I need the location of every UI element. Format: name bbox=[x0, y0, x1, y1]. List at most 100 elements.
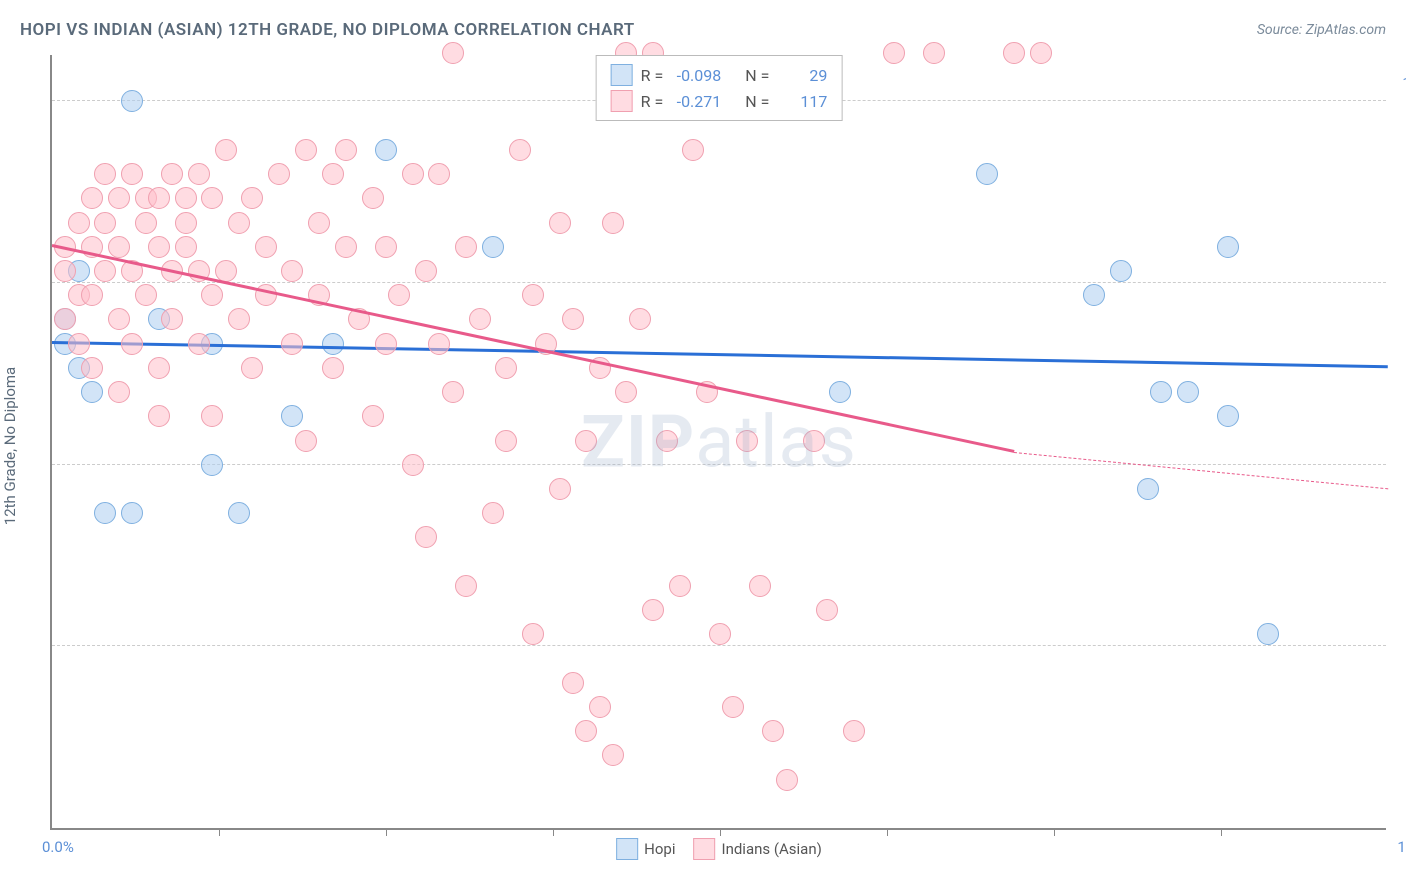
legend-swatch bbox=[693, 838, 715, 860]
scatter-point bbox=[175, 236, 197, 258]
gridline bbox=[52, 464, 1386, 465]
x-tick bbox=[720, 828, 721, 836]
scatter-point bbox=[1110, 260, 1132, 282]
scatter-point bbox=[522, 284, 544, 306]
scatter-point bbox=[375, 236, 397, 258]
x-tick bbox=[219, 828, 220, 836]
scatter-point bbox=[1137, 478, 1159, 500]
scatter-point bbox=[375, 139, 397, 161]
scatter-point bbox=[255, 236, 277, 258]
r-label: R = bbox=[641, 92, 664, 111]
scatter-point bbox=[94, 260, 116, 282]
scatter-point bbox=[335, 139, 357, 161]
legend-row: R =-0.271 N =117 bbox=[611, 88, 828, 114]
scatter-point bbox=[615, 381, 637, 403]
scatter-point bbox=[1257, 623, 1279, 645]
scatter-point bbox=[442, 42, 464, 64]
scatter-point bbox=[135, 284, 157, 306]
scatter-point bbox=[175, 187, 197, 209]
scatter-point bbox=[121, 502, 143, 524]
scatter-point bbox=[816, 599, 838, 621]
scatter-point bbox=[923, 42, 945, 64]
gridline bbox=[52, 282, 1386, 283]
scatter-point bbox=[108, 381, 130, 403]
legend-swatch bbox=[616, 838, 638, 860]
scatter-point bbox=[281, 405, 303, 427]
scatter-point bbox=[148, 405, 170, 427]
scatter-point bbox=[108, 236, 130, 258]
scatter-point bbox=[215, 139, 237, 161]
n-label: N = bbox=[745, 66, 769, 85]
y-tick-label: 92.5% bbox=[1391, 256, 1406, 274]
scatter-point bbox=[81, 187, 103, 209]
scatter-point bbox=[509, 139, 531, 161]
scatter-point bbox=[188, 333, 210, 355]
scatter-point bbox=[94, 163, 116, 185]
scatter-point bbox=[121, 163, 143, 185]
scatter-point bbox=[94, 212, 116, 234]
scatter-point bbox=[562, 672, 584, 694]
scatter-point bbox=[228, 308, 250, 330]
scatter-point bbox=[803, 430, 825, 452]
scatter-point bbox=[322, 333, 344, 355]
y-tick-label: 85.0% bbox=[1391, 438, 1406, 456]
n-value: 117 bbox=[777, 92, 827, 111]
legend-swatch bbox=[611, 64, 633, 86]
r-label: R = bbox=[641, 66, 664, 85]
scatter-point bbox=[241, 187, 263, 209]
scatter-point bbox=[629, 308, 651, 330]
scatter-point bbox=[188, 163, 210, 185]
scatter-point bbox=[322, 163, 344, 185]
r-value: -0.098 bbox=[671, 66, 721, 85]
scatter-point bbox=[135, 212, 157, 234]
chart-title: HOPI VS INDIAN (ASIAN) 12TH GRADE, NO DI… bbox=[20, 20, 635, 40]
scatter-point bbox=[482, 236, 504, 258]
x-tick bbox=[1221, 828, 1222, 836]
scatter-point bbox=[68, 212, 90, 234]
correlation-legend: R =-0.098 N =29R =-0.271 N =117 bbox=[596, 55, 843, 121]
scatter-point bbox=[228, 212, 250, 234]
scatter-point bbox=[455, 575, 477, 597]
x-tick bbox=[386, 828, 387, 836]
scatter-point bbox=[148, 187, 170, 209]
scatter-point bbox=[976, 163, 998, 185]
scatter-point bbox=[736, 430, 758, 452]
scatter-point bbox=[148, 236, 170, 258]
scatter-point bbox=[54, 260, 76, 282]
x-tick bbox=[887, 828, 888, 836]
legend-swatch bbox=[611, 90, 633, 112]
scatter-point bbox=[1217, 236, 1239, 258]
scatter-point bbox=[656, 430, 678, 452]
scatter-point bbox=[295, 430, 317, 452]
scatter-point bbox=[161, 308, 183, 330]
scatter-point bbox=[575, 720, 597, 742]
watermark-bold: ZIP bbox=[581, 399, 695, 484]
scatter-point bbox=[762, 720, 784, 742]
scatter-point bbox=[175, 212, 197, 234]
scatter-point bbox=[722, 696, 744, 718]
scatter-point bbox=[709, 623, 731, 645]
scatter-point bbox=[1083, 284, 1105, 306]
scatter-point bbox=[362, 187, 384, 209]
scatter-point bbox=[308, 212, 330, 234]
scatter-point bbox=[1150, 381, 1172, 403]
scatter-point bbox=[201, 405, 223, 427]
scatter-point bbox=[295, 139, 317, 161]
n-label: N = bbox=[745, 92, 769, 111]
scatter-point bbox=[1030, 42, 1052, 64]
scatter-point bbox=[749, 575, 771, 597]
scatter-point bbox=[442, 381, 464, 403]
scatter-point bbox=[148, 357, 170, 379]
scatter-point bbox=[375, 333, 397, 355]
scatter-point bbox=[415, 260, 437, 282]
scatter-point bbox=[549, 478, 571, 500]
legend-series-name: Indians (Asian) bbox=[721, 840, 821, 858]
scatter-point bbox=[522, 623, 544, 645]
legend-item: Indians (Asian) bbox=[693, 838, 821, 860]
legend-item: Hopi bbox=[616, 838, 675, 860]
scatter-point bbox=[482, 502, 504, 524]
scatter-point bbox=[201, 454, 223, 476]
scatter-point bbox=[469, 308, 491, 330]
scatter-point bbox=[495, 357, 517, 379]
scatter-point bbox=[682, 139, 704, 161]
